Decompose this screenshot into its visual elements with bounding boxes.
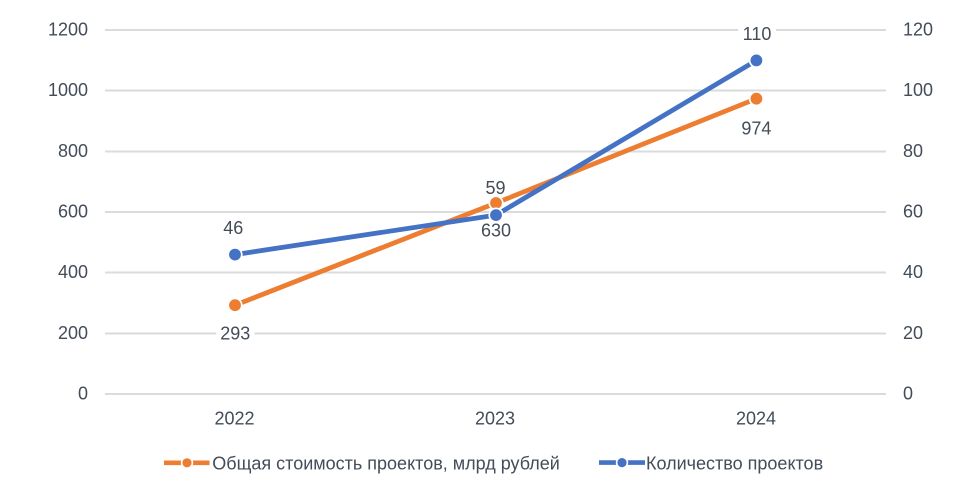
svg-text:46: 46 [223,218,243,238]
svg-text:20: 20 [903,323,923,343]
svg-text:80: 80 [903,141,923,161]
svg-text:200: 200 [58,323,88,343]
svg-text:2022: 2022 [214,409,254,429]
svg-text:100: 100 [903,80,933,100]
svg-text:120: 120 [903,20,933,40]
svg-text:1200: 1200 [48,20,88,40]
svg-text:630: 630 [481,220,511,240]
svg-text:974: 974 [741,119,771,139]
svg-text:60: 60 [903,202,923,222]
svg-text:2023: 2023 [475,409,515,429]
svg-text:0: 0 [78,384,88,404]
svg-text:600: 600 [58,202,88,222]
svg-text:59: 59 [485,178,505,198]
svg-text:800: 800 [58,141,88,161]
svg-text:293: 293 [220,324,250,344]
svg-text:2024: 2024 [736,409,776,429]
svg-text:0: 0 [903,384,913,404]
svg-text:400: 400 [58,262,88,282]
svg-text:Количество проектов: Количество проектов [646,453,823,473]
svg-text:Общая стоимость проектов, млрд: Общая стоимость проектов, млрд рублей [212,453,560,473]
svg-text:110: 110 [743,24,772,44]
svg-text:1000: 1000 [48,80,88,100]
svg-text:40: 40 [903,262,923,282]
